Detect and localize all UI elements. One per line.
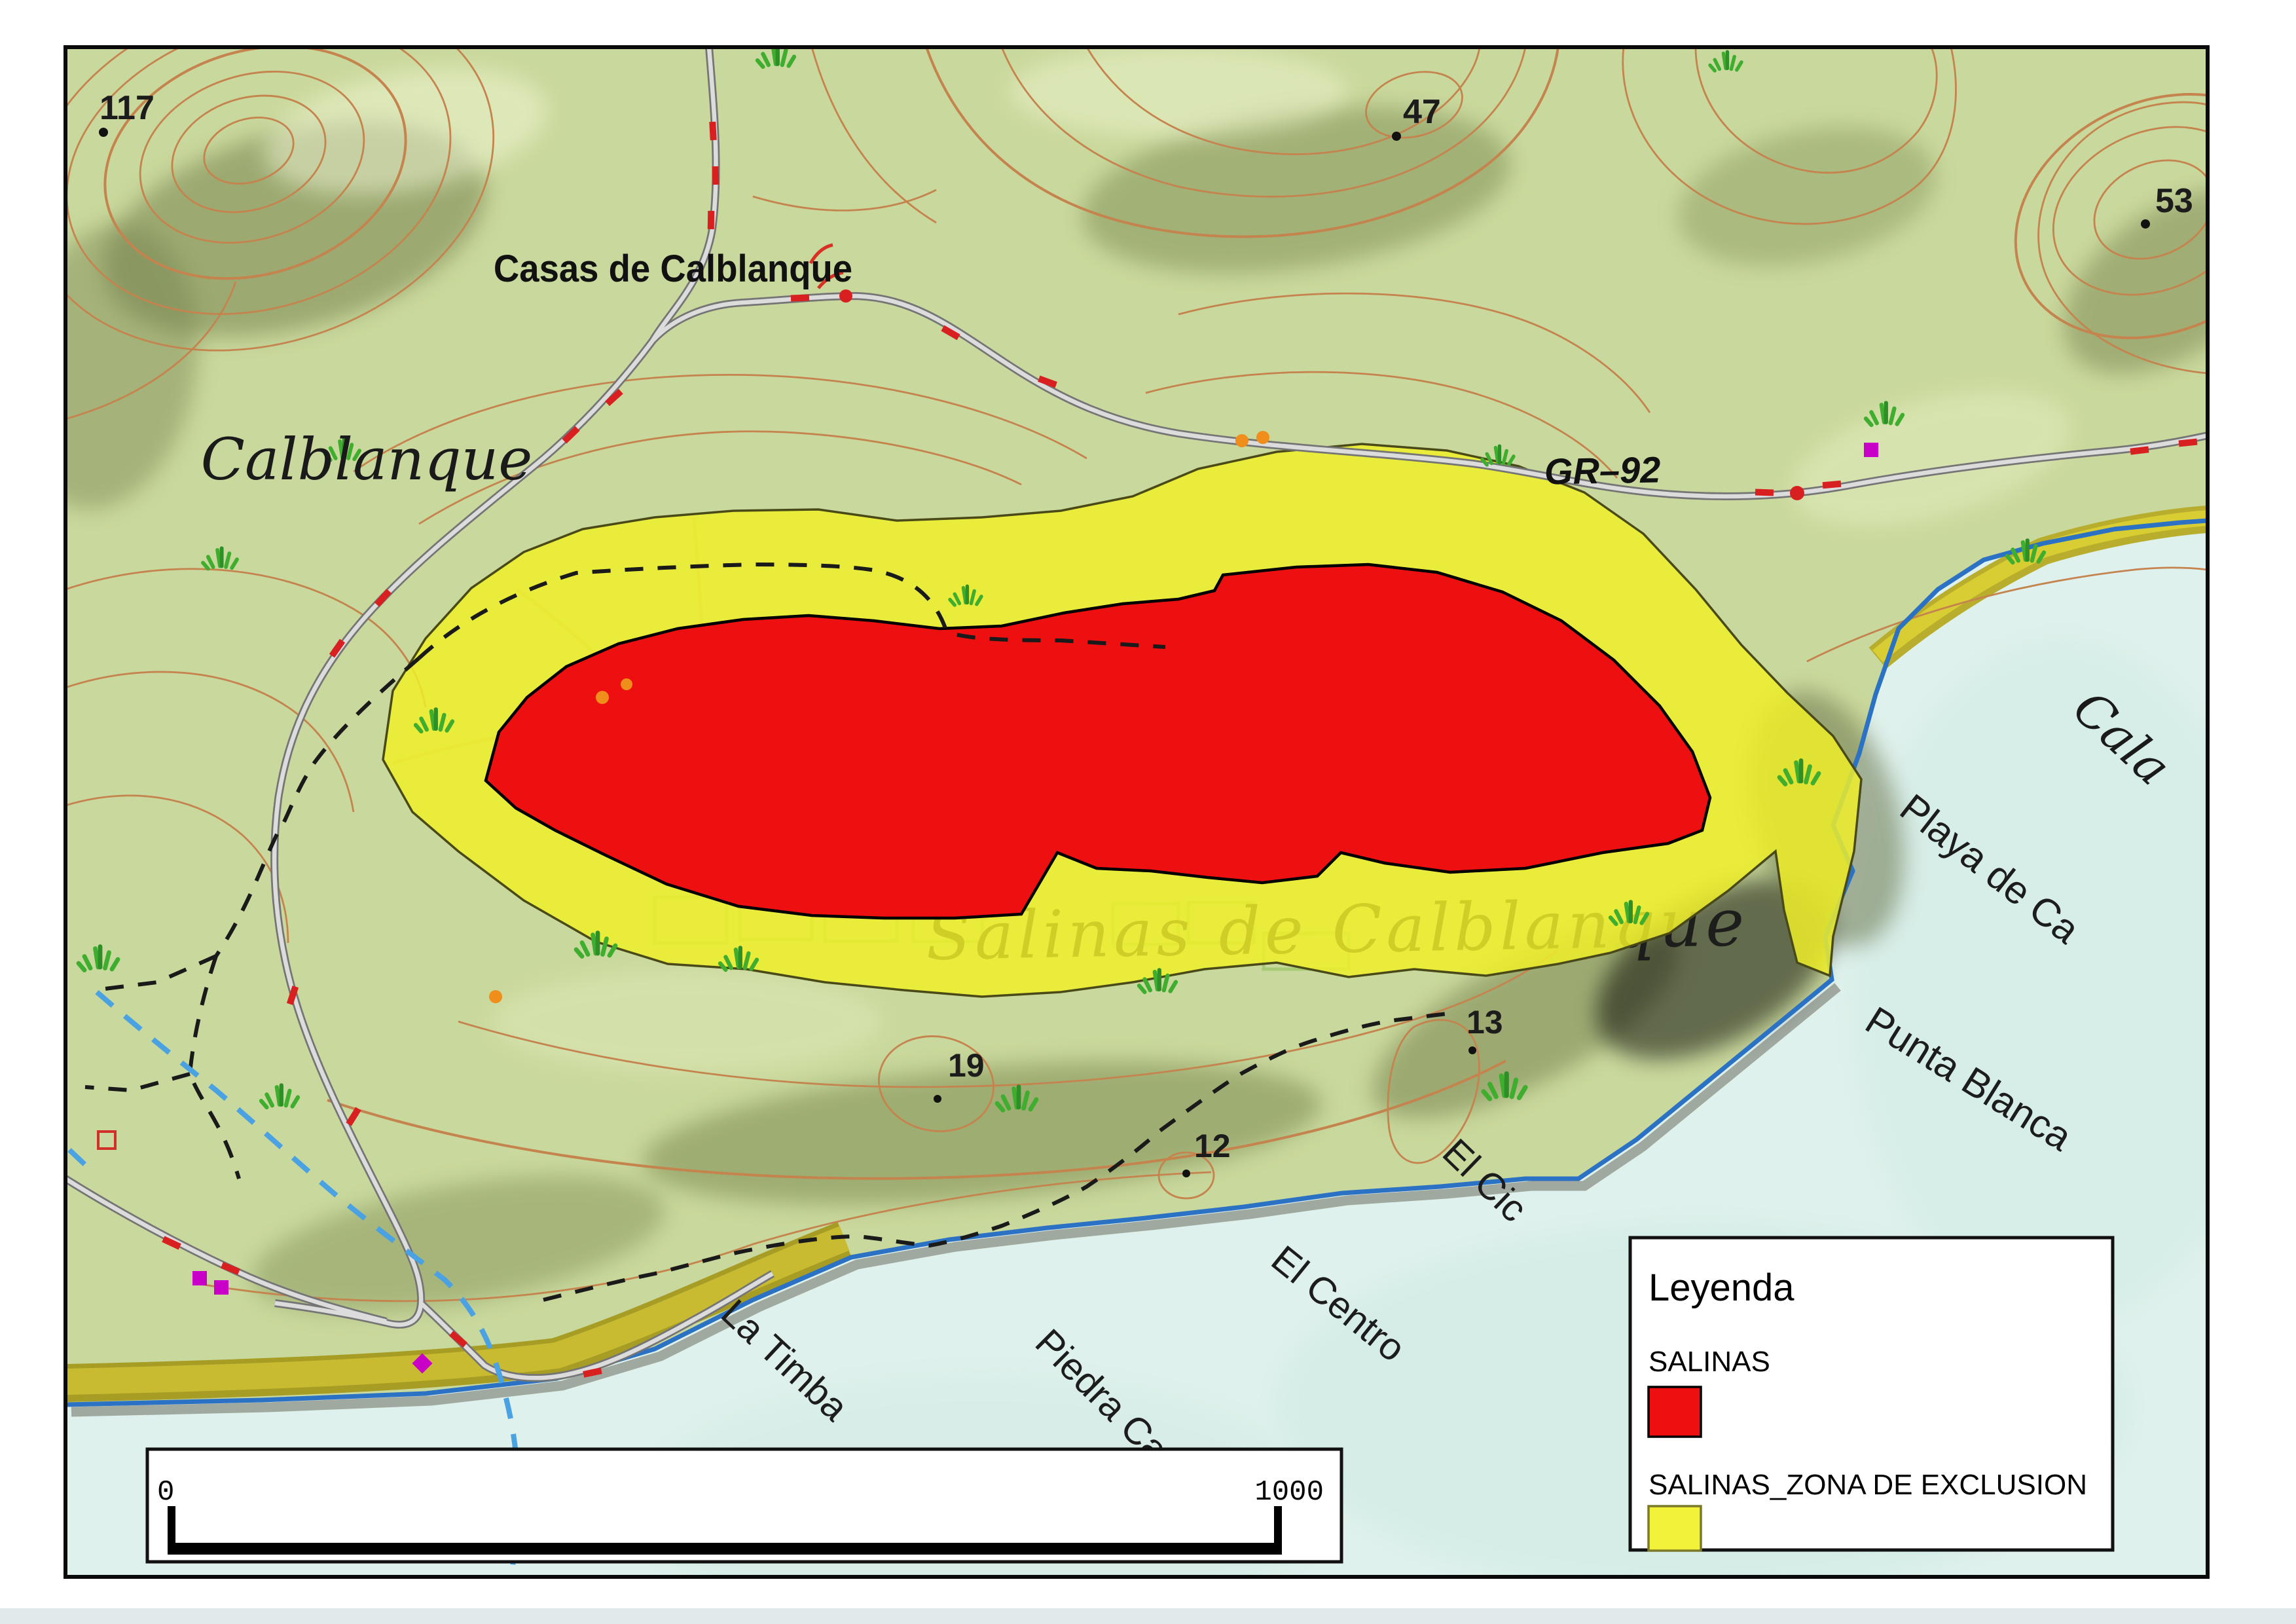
legend-title: Leyenda bbox=[1649, 1266, 1795, 1309]
elev-117-dot bbox=[99, 128, 108, 137]
salinas-polygon bbox=[484, 563, 1712, 920]
map-frame bbox=[64, 45, 2210, 1579]
casas-label: Casas de Calblanque bbox=[494, 247, 852, 289]
elev-12-dot bbox=[1182, 1170, 1190, 1177]
legend-item-exclusion: SALINAS_ZONA DE EXCLUSION bbox=[1649, 1469, 2087, 1501]
elev-117: 117 bbox=[100, 89, 155, 127]
elevation-points: 117 47 53 19 12 13 bbox=[99, 89, 2193, 1177]
legend-item-salinas: SALINAS bbox=[1649, 1346, 1770, 1378]
legend-box bbox=[1628, 1236, 2115, 1552]
elev-47: 47 bbox=[1403, 93, 1441, 131]
scalebar: 0 1000 bbox=[145, 1447, 1343, 1564]
legend-swatch-exclusion bbox=[1647, 1505, 1702, 1552]
cliff-shading bbox=[71, 983, 1841, 1417]
elev-47-dot bbox=[1392, 132, 1401, 141]
elev-19-dot bbox=[934, 1095, 941, 1103]
elev-13-dot bbox=[1468, 1046, 1476, 1054]
elev-13: 13 bbox=[1467, 1004, 1503, 1041]
scalebar-max: 1000 bbox=[1254, 1476, 1324, 1509]
legend-swatch-salinas bbox=[1647, 1386, 1702, 1438]
elev-19: 19 bbox=[948, 1047, 985, 1084]
elev-12: 12 bbox=[1194, 1128, 1231, 1164]
scalebar-bracket bbox=[168, 1506, 1282, 1555]
gr-trail-marks bbox=[162, 121, 2198, 1378]
elev-53-dot bbox=[2141, 219, 2150, 229]
bottom-strip bbox=[0, 1608, 2296, 1624]
elev-53: 53 bbox=[2155, 182, 2193, 220]
hillshade bbox=[65, 47, 2208, 1313]
dashed-trails bbox=[84, 562, 1448, 1302]
red-square-symbol bbox=[97, 1130, 117, 1150]
scalebar-min: 0 bbox=[157, 1476, 174, 1509]
building-markers bbox=[192, 443, 1878, 1374]
legend: Leyenda SALINAS SALINAS_ZONA DE EXCLUSIO… bbox=[1628, 1236, 2115, 1552]
calblanque-label: Calblanque bbox=[201, 426, 533, 493]
waypoint-dots bbox=[489, 431, 1269, 1003]
coastline bbox=[65, 518, 2208, 1407]
gr92-label: GR–92 bbox=[1544, 449, 1661, 492]
red-bracket-symbols bbox=[809, 243, 844, 289]
contour-lines bbox=[65, 47, 2208, 1302]
